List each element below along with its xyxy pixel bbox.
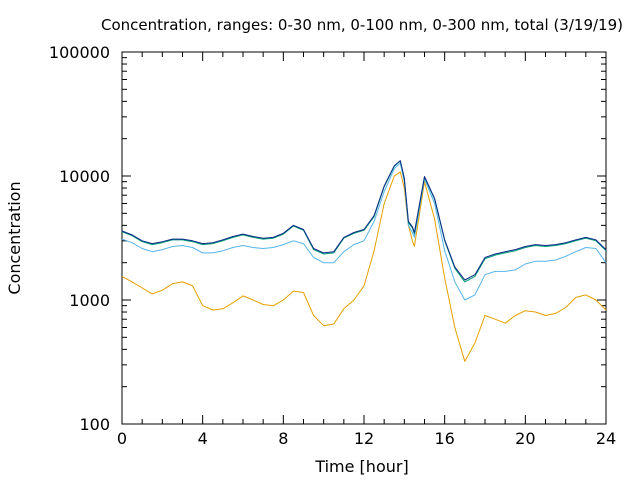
y-tick-label: 100000 [49, 43, 110, 62]
plot-frame [121, 51, 607, 425]
tick-labels: 0 4 8 12 16 20 24 100 1000 10000 100000 [49, 43, 616, 448]
x-tick-label: 24 [596, 429, 616, 448]
x-tick-label: 20 [515, 429, 535, 448]
chart-title: Concentration, ranges: 0-30 nm, 0-100 nm… [101, 16, 623, 34]
y-tick-label: 10000 [59, 167, 110, 186]
x-tick-label: 12 [354, 429, 374, 448]
series-layer [121, 160, 607, 362]
axis-ticks [121, 51, 607, 425]
x-tick-label: 16 [434, 429, 454, 448]
x-tick-label: 0 [117, 429, 127, 448]
series-line-3 [121, 160, 607, 283]
series-line-4 [121, 160, 607, 281]
y-tick-label: 100 [79, 415, 110, 434]
x-tick-label: 8 [278, 429, 288, 448]
series-line-2 [121, 162, 607, 301]
y-axis-label: Concentration [5, 181, 24, 294]
x-tick-label: 4 [198, 429, 208, 448]
x-axis-label: Time [hour] [314, 457, 408, 476]
y-tick-label: 1000 [69, 291, 110, 310]
series-line-1 [121, 171, 607, 362]
